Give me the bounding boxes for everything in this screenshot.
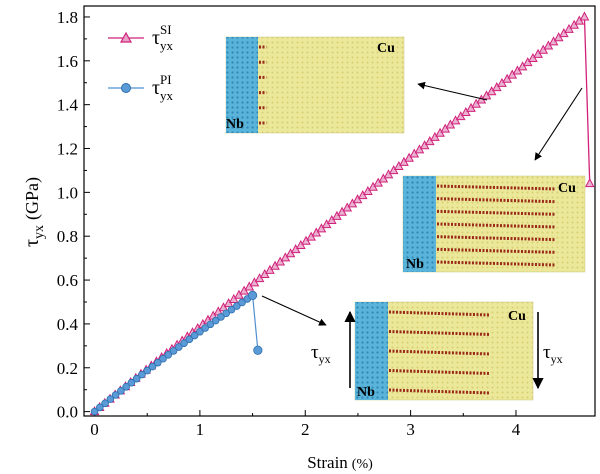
inset-right-cu-label: Cu: [558, 181, 576, 196]
series-pi-drop-line: [251, 295, 259, 351]
y-tick-label: 1.8: [57, 8, 78, 27]
series-pi-point: [143, 366, 152, 375]
series-si-point: [584, 178, 595, 188]
dislocation-stripe: [436, 222, 556, 229]
pointer-arrow-right: [534, 87, 583, 161]
series-pi-point: [227, 305, 236, 314]
series-pi-point: [111, 391, 120, 399]
y-axis-label-sub: yx: [32, 225, 47, 239]
series-pi-point: [185, 335, 194, 344]
inset-right-nb-label: Nb: [406, 257, 424, 272]
y-axis-ticks: 0.0 0.2 0.4 0.6 0.8 1.0 1.2 1.4 1.6 1.8: [57, 8, 90, 422]
y-tick-label: 0.8: [57, 227, 78, 246]
pointer-arrow-bottom: [261, 295, 327, 326]
series-pi-point: [206, 320, 215, 329]
series-pi-point: [117, 387, 125, 395]
dislocation-stripe: [436, 247, 556, 254]
series-pi-point: [232, 302, 241, 310]
legend-circle-marker: [121, 83, 131, 93]
x-tick-label: 4: [512, 420, 521, 439]
x-axis-unit: (%): [352, 457, 373, 472]
y-tick-label: 0.6: [57, 271, 78, 290]
x-tick-label: 3: [406, 420, 415, 439]
y-tick-label: 0.0: [57, 403, 78, 422]
series-pi-point: [238, 298, 246, 307]
plot-frame: [83, 5, 596, 417]
inset-top-cu-label: Cu: [377, 41, 395, 56]
shear-label-left: τyx: [311, 342, 331, 366]
x-tick-label: 0: [90, 420, 99, 439]
inset-top-nb-label: Nb: [226, 117, 244, 132]
legend-triangle-marker: [119, 31, 133, 43]
series-pi-point: [196, 327, 204, 336]
inset-bottom-cu-label: Cu: [508, 309, 526, 324]
series-pi-point: [211, 316, 220, 325]
legend-entry-pi: τyxPI: [152, 72, 174, 103]
x-tick-label: 1: [196, 420, 205, 439]
y-axis-label: τyx (GPa): [21, 177, 47, 247]
series-pi-point: [106, 395, 115, 403]
x-axis-ticks: 0 1 2 3 4: [90, 410, 521, 439]
series-pi-point: [127, 378, 136, 387]
y-tick-label: 1.2: [57, 140, 78, 159]
dislocation-stripe: [436, 197, 556, 204]
series-si-point: [579, 11, 590, 21]
series-pi: [90, 290, 263, 416]
series-pi-point: [222, 309, 231, 318]
svg-text:τyx(GPa): τyx (GPa): [21, 177, 47, 247]
series-pi-point: [190, 331, 199, 340]
series-pi-peak-point: [247, 290, 258, 301]
series-pi-point: [96, 403, 104, 412]
series-pi-end-point: [253, 345, 263, 355]
y-axis-label-main: τ: [21, 239, 43, 247]
series-pi-point: [159, 354, 167, 363]
dislocation-stripe: [436, 209, 556, 216]
series-pi-point: [90, 407, 99, 416]
y-tick-label: 1.0: [57, 183, 78, 202]
inset-top: Cu Nb: [225, 36, 405, 134]
dislocation-stripe: [436, 260, 556, 267]
series-pi-point: [169, 347, 178, 355]
dislocation-stripe: [388, 369, 490, 375]
x-axis-label-text: Strain: [307, 453, 348, 472]
dislocation-stripe: [436, 184, 556, 191]
y-tick-label: 1.4: [57, 96, 79, 115]
series-pi-point: [148, 362, 157, 371]
series-pi-point: [175, 343, 183, 351]
series-pi-point: [101, 399, 109, 408]
legend-entry-si: τyxSI: [152, 22, 174, 53]
inset-right: Cu Nb: [402, 175, 586, 273]
legend: τyxSI τyxPI: [108, 22, 174, 103]
series-pi-point: [180, 339, 188, 347]
pointer-arrow-top: [417, 81, 488, 101]
series-pi-point: [122, 382, 130, 391]
x-tick-label: 2: [301, 420, 310, 439]
dislocation-stripe: [388, 330, 490, 336]
dislocation-stripe: [388, 388, 490, 395]
shear-label-right: τyx: [543, 342, 563, 366]
dislocation-stripe: [436, 235, 556, 242]
y-tick-label: 1.6: [57, 52, 78, 71]
dislocation-stripe: [388, 349, 490, 356]
dislocation-stripe: [388, 310, 490, 317]
y-tick-label: 0.2: [57, 359, 78, 378]
series-pi-point: [217, 313, 225, 321]
series-pi-point: [138, 370, 146, 379]
inset-bottom: Cu Nb τyx τyx: [311, 301, 563, 401]
series-pi-point: [153, 358, 162, 367]
inset-bottom-nb-label: Nb: [357, 385, 375, 400]
y-axis-label-unit: (GPa): [22, 177, 43, 220]
series-pi-point: [201, 324, 209, 332]
series-pi-point: [164, 350, 173, 359]
y-tick-label: 0.4: [57, 315, 79, 334]
series-pi-point: [132, 374, 141, 383]
x-axis-label: Strain (%): [307, 453, 373, 472]
